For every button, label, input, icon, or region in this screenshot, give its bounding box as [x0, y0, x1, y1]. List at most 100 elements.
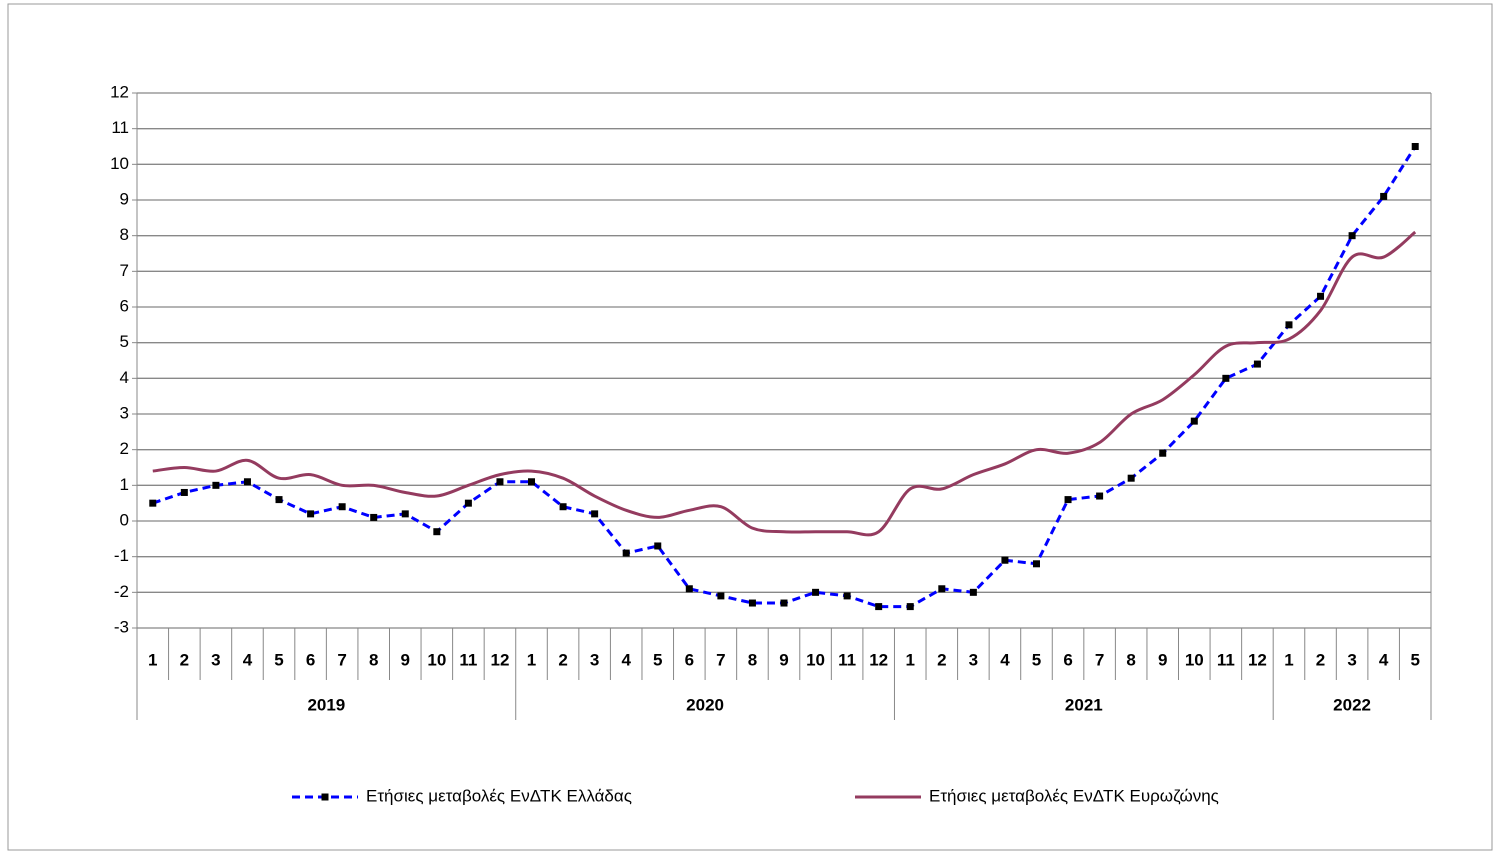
marker — [812, 588, 820, 596]
x-tick-label: 4 — [1379, 650, 1389, 669]
x-tick-label: 8 — [1126, 650, 1135, 669]
marker — [591, 510, 599, 518]
marker — [969, 588, 977, 596]
marker — [938, 585, 946, 593]
marker — [1001, 556, 1009, 564]
x-tick-label: 2 — [1316, 650, 1325, 669]
y-tick-label: 2 — [120, 439, 129, 458]
x-tick-label: 10 — [1185, 650, 1204, 669]
marker — [496, 478, 504, 486]
marker — [1190, 417, 1198, 425]
x-tick-label: 9 — [779, 650, 788, 669]
x-tick-label: 12 — [869, 650, 888, 669]
x-tick-label: 9 — [1158, 650, 1167, 669]
y-tick-label: 5 — [120, 332, 129, 351]
marker — [843, 592, 851, 600]
marker — [780, 599, 788, 607]
year-label: 2020 — [686, 695, 724, 714]
marker — [1317, 292, 1325, 300]
marker — [1064, 496, 1072, 504]
x-tick-label: 3 — [590, 650, 599, 669]
marker — [906, 603, 914, 611]
x-tick-label: 11 — [1217, 650, 1235, 669]
y-tick-label: 0 — [120, 510, 129, 529]
marker — [559, 503, 567, 511]
marker — [307, 510, 315, 518]
chart-border — [7, 3, 1493, 851]
x-tick-label: 8 — [369, 650, 378, 669]
x-tick-label: 5 — [1032, 650, 1041, 669]
y-tick-label: -2 — [114, 582, 129, 601]
marker — [1380, 192, 1388, 200]
legend-label: Ετήσιες μεταβολές ΕνΔΤΚ Ελλάδας — [366, 786, 632, 805]
marker — [275, 496, 283, 504]
y-tick-label: 1 — [120, 475, 129, 494]
x-tick-label: 7 — [337, 650, 346, 669]
x-tick-label: 6 — [306, 650, 315, 669]
x-tick-label: 2 — [180, 650, 189, 669]
legend-marker — [321, 793, 329, 801]
marker — [1159, 449, 1167, 457]
x-tick-label: 12 — [490, 650, 509, 669]
marker — [875, 603, 883, 611]
marker — [243, 478, 251, 486]
x-tick-label: 5 — [653, 650, 662, 669]
marker — [370, 513, 378, 521]
marker — [1348, 232, 1356, 240]
marker — [464, 499, 472, 507]
year-label: 2021 — [1065, 695, 1103, 714]
x-tick-label: 10 — [427, 650, 446, 669]
marker — [1222, 374, 1230, 382]
marker — [1032, 560, 1040, 568]
marker — [1127, 474, 1135, 482]
y-tick-label: 9 — [120, 189, 129, 208]
marker — [717, 592, 725, 600]
marker — [401, 510, 409, 518]
marker — [149, 499, 157, 507]
x-tick-label: 4 — [1000, 650, 1010, 669]
marker — [1411, 143, 1419, 150]
marker — [212, 481, 220, 489]
marker — [622, 549, 630, 557]
x-tick-label: 11 — [459, 650, 477, 669]
x-tick-label: 7 — [716, 650, 725, 669]
x-tick-label: 8 — [748, 650, 757, 669]
x-tick-label: 1 — [906, 650, 915, 669]
y-tick-label: 8 — [120, 225, 129, 244]
marker — [338, 503, 346, 511]
x-tick-label: 6 — [1063, 650, 1072, 669]
x-tick-label: 5 — [274, 650, 283, 669]
x-tick-label: 10 — [806, 650, 825, 669]
x-tick-label: 2 — [558, 650, 567, 669]
marker — [1285, 321, 1293, 329]
marker — [433, 528, 441, 536]
year-label: 2019 — [307, 695, 345, 714]
y-tick-label: -1 — [114, 546, 129, 565]
x-tick-label: 3 — [969, 650, 978, 669]
x-tick-label: 1 — [527, 650, 536, 669]
x-tick-label: 12 — [1248, 650, 1267, 669]
x-tick-label: 6 — [685, 650, 694, 669]
y-tick-label: 7 — [120, 261, 129, 280]
x-tick-label: 1 — [1284, 650, 1293, 669]
y-tick-label: 11 — [111, 118, 129, 137]
x-tick-label: 5 — [1410, 650, 1419, 669]
x-tick-label: 7 — [1095, 650, 1104, 669]
marker — [1096, 492, 1104, 500]
x-tick-label: 4 — [243, 650, 253, 669]
x-tick-label: 3 — [1347, 650, 1356, 669]
x-tick-label: 2 — [937, 650, 946, 669]
marker — [1253, 360, 1261, 368]
year-label: 2022 — [1333, 695, 1371, 714]
x-tick-label: 9 — [401, 650, 410, 669]
marker — [528, 478, 536, 486]
y-tick-label: 10 — [110, 154, 129, 173]
y-tick-label: 3 — [120, 403, 129, 422]
marker — [180, 488, 188, 496]
legend-label: Ετήσιες μεταβολές ΕνΔΤΚ Ευρωζώνης — [929, 786, 1219, 805]
y-tick-label: 12 — [110, 82, 129, 101]
x-tick-label: 1 — [148, 650, 157, 669]
x-tick-label: 11 — [838, 650, 856, 669]
y-tick-label: -3 — [114, 617, 129, 636]
